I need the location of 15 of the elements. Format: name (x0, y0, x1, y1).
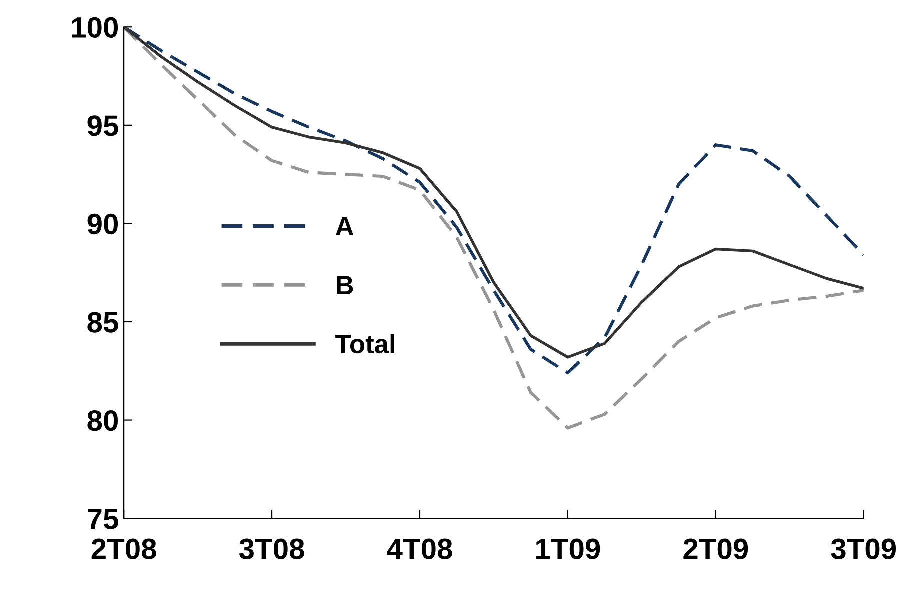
x-tick-label: 2T08 (92, 538, 156, 560)
legend-label: A (336, 217, 354, 236)
x-tick-label: 1T09 (536, 538, 600, 560)
y-tick-label: 85 (88, 312, 118, 333)
y-tick-label: 80 (88, 410, 118, 432)
y-tick-label: 90 (88, 214, 118, 235)
x-tick-label: 3T08 (239, 538, 304, 560)
y-tick-label: 75 (88, 509, 118, 530)
y-tick-label: 100 (72, 17, 118, 38)
legend-label: B (337, 276, 354, 294)
x-tick-label: 2T09 (684, 538, 748, 560)
x-tick-label: 4T08 (387, 538, 452, 560)
legend-label: Total (336, 334, 394, 354)
x-tick-label: 3T09 (831, 538, 896, 560)
y-tick-label: 95 (88, 116, 118, 136)
